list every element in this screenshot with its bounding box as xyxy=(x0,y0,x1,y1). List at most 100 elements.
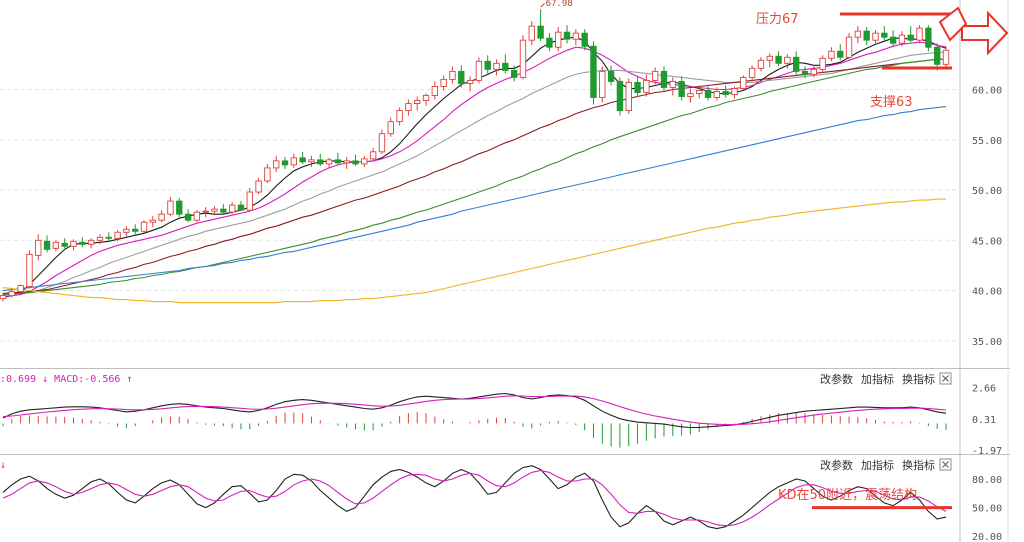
candle-body xyxy=(748,67,756,78)
candle-body xyxy=(96,236,104,241)
candle-body xyxy=(845,36,853,58)
price-y-tick: 60.00 xyxy=(972,85,1002,96)
candle-body xyxy=(828,50,835,59)
candle-body xyxy=(211,208,218,212)
candle-body xyxy=(79,241,86,245)
candle-body xyxy=(643,79,650,93)
candle-body xyxy=(546,37,553,48)
candle-body xyxy=(722,91,729,95)
price-y-ticks: 35.00 40.00 45.00 50.00 55.00 60.00 xyxy=(972,85,1002,347)
candle-body xyxy=(687,93,694,97)
moving-average-line xyxy=(2,36,947,299)
price-y-tick: 55.00 xyxy=(972,136,1002,147)
candle-body xyxy=(669,80,676,88)
moving-average-line xyxy=(2,106,947,292)
macd-y-tick: -1.97 xyxy=(972,446,1002,457)
support-label: 支撑63 xyxy=(870,95,913,110)
macd-panel: :0.699 ↓ MACD:-0.566 ↑ 改参数 加指标 换指标 2.66 0… xyxy=(0,372,1002,457)
candle-body xyxy=(396,110,403,123)
candle-body xyxy=(422,95,430,101)
kd-add-indicator-button[interactable]: 加指标 xyxy=(861,458,894,472)
candle-body xyxy=(184,213,192,221)
candle-body xyxy=(599,70,606,98)
candle-body xyxy=(202,210,209,213)
macd-change-params-button[interactable]: 改参数 xyxy=(820,372,853,386)
macd-switch-indicator-button[interactable]: 换指标 xyxy=(902,372,935,386)
moving-average-line xyxy=(2,58,946,296)
kd-y-tick: 80.00 xyxy=(972,475,1002,486)
kd-header-text: ↓ xyxy=(0,460,6,471)
macd-close-button[interactable] xyxy=(939,372,952,385)
candle-body xyxy=(872,32,879,41)
close-icon[interactable] xyxy=(942,461,949,468)
candle-body xyxy=(176,200,183,215)
peak-marker: 67.98 xyxy=(540,0,573,9)
candle-body xyxy=(440,78,447,87)
candle-body xyxy=(898,34,906,44)
kd-switch-indicator-button[interactable]: 换指标 xyxy=(902,458,935,472)
candle-body xyxy=(52,241,60,249)
candle-body xyxy=(651,70,659,81)
candle-body xyxy=(519,39,527,78)
candle-body xyxy=(431,86,439,96)
candle-body xyxy=(17,285,24,293)
kd-y-ticks: 80.00 50.00 20.00 xyxy=(972,475,1002,542)
candle-body xyxy=(581,32,588,47)
candle-body xyxy=(237,204,245,211)
candle-body xyxy=(61,242,68,247)
candle-body xyxy=(87,239,95,245)
candle-body xyxy=(246,191,253,211)
candle-body xyxy=(854,30,862,38)
candle-body xyxy=(528,25,535,41)
candle-body xyxy=(466,79,474,84)
candle-body xyxy=(713,91,721,98)
candle-body xyxy=(678,80,685,97)
candle-body xyxy=(863,30,870,41)
moving-average-line xyxy=(2,41,947,298)
candle-body xyxy=(220,208,227,213)
candle-body xyxy=(792,56,800,72)
kd-y-tick: 20.00 xyxy=(972,532,1002,542)
candle-body xyxy=(317,159,324,165)
candle-body xyxy=(616,80,624,112)
close-icon[interactable] xyxy=(942,375,949,382)
macd-dea-line xyxy=(2,395,947,426)
macd-y-tick: 0.31 xyxy=(972,415,996,426)
candle-body xyxy=(140,221,148,232)
candle-body xyxy=(8,291,15,297)
candle-body xyxy=(449,70,456,80)
candle-body xyxy=(70,240,77,247)
candle-body xyxy=(484,60,491,70)
candle-body xyxy=(352,160,359,165)
candle-body xyxy=(590,45,597,98)
kd-change-params-button[interactable]: 改参数 xyxy=(820,458,853,472)
macd-header: :0.699 ↓ MACD:-0.566 ↑ xyxy=(0,374,132,385)
candle-body xyxy=(510,69,518,78)
kd-close-button[interactable] xyxy=(939,458,952,471)
candle-body xyxy=(167,200,174,215)
price-y-tick: 50.00 xyxy=(972,186,1002,197)
candle-body xyxy=(731,88,738,95)
price-y-tick: 40.00 xyxy=(972,287,1002,298)
candle-body xyxy=(607,70,615,82)
candle-body xyxy=(281,160,289,166)
peak-label: 67.98 xyxy=(546,0,573,9)
candle-body xyxy=(123,228,130,233)
candle-body xyxy=(766,55,773,61)
kd-annotation: KD在50附近，震荡结构 xyxy=(778,488,917,503)
candle-body xyxy=(555,31,562,48)
candle-body xyxy=(193,211,201,221)
candle-body xyxy=(916,27,923,41)
candle-body xyxy=(299,157,306,163)
resistance-annotation: 压力67 xyxy=(756,12,952,27)
arrow-right-icon xyxy=(961,10,1009,56)
macd-dif-line xyxy=(2,392,947,429)
kd-k-line xyxy=(2,465,947,530)
candle-body xyxy=(378,133,386,153)
kd-header: ↓ xyxy=(0,460,6,471)
candle-body xyxy=(290,157,298,166)
macd-add-indicator-button[interactable]: 加指标 xyxy=(861,372,894,386)
candle-body xyxy=(563,31,571,40)
candle-body xyxy=(934,46,941,65)
moving-average-line xyxy=(2,58,946,295)
